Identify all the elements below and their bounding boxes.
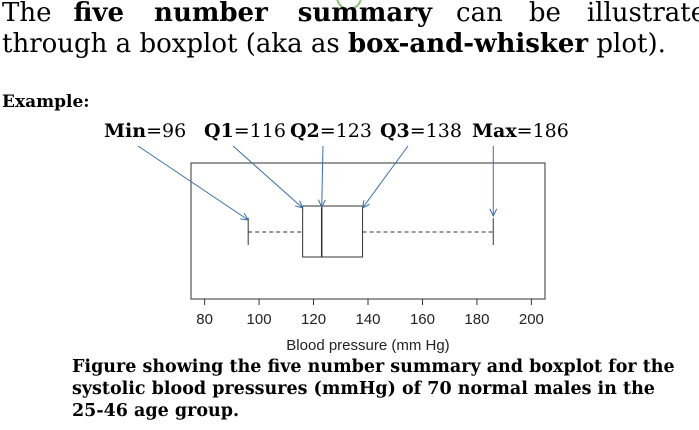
summary-value: 96	[162, 120, 187, 142]
figure-caption: Figure showing the five number summary a…	[72, 357, 675, 421]
five-number-summary-row: Min=96 Q1=116 Q2=123 Q3=138 Max=186	[0, 120, 699, 144]
intro-bold-word: five	[73, 0, 125, 28]
summary-name: Min	[104, 120, 147, 142]
summary-q1: Q1=116	[204, 120, 286, 142]
q2-arrow-head	[317, 199, 326, 209]
intro-word: can	[456, 0, 503, 28]
summary-name: Q2	[290, 120, 320, 142]
intro-bold-word: number	[154, 0, 268, 28]
x-tick-label: 160	[410, 311, 435, 328]
intro-bold-term: box-and-whisker	[348, 29, 589, 59]
min-arrow	[137, 145, 249, 221]
summary-min: Min=96	[104, 120, 186, 142]
summary-sep: =	[516, 120, 533, 142]
iqr-box	[302, 205, 364, 258]
x-tick-label: 120	[301, 311, 326, 328]
plot-frame	[190, 162, 546, 300]
x-axis-label: Blood pressure (mm Hg)	[286, 337, 449, 354]
intro-word: illustrated	[586, 0, 699, 28]
q1-arrow-head	[294, 200, 304, 209]
q2-arrow	[321, 145, 324, 208]
summary-sep: =	[146, 120, 162, 142]
x-tick-label: 200	[519, 311, 544, 328]
summary-sep: =	[319, 120, 336, 142]
intro-word: The	[2, 0, 52, 28]
summary-sep: =	[233, 120, 250, 142]
summary-name: Q1	[204, 120, 234, 142]
intro-text: through a boxplot (aka as	[2, 29, 348, 59]
summary-value: 116	[249, 120, 286, 142]
summary-sep: =	[409, 120, 426, 142]
intro-bold-word: summary	[297, 0, 433, 28]
x-tick-label: 80	[196, 311, 213, 328]
summary-value: 123	[335, 120, 372, 142]
summary-name: Q3	[380, 120, 410, 142]
max-arrow-head	[489, 208, 498, 218]
summary-max: Max=186	[472, 120, 569, 142]
example-label: Example:	[2, 92, 90, 112]
summary-value: 186	[532, 120, 569, 142]
summary-q2: Q2=123	[290, 120, 372, 142]
x-tick-label: 140	[355, 311, 380, 328]
x-tick-label: 100	[247, 311, 272, 328]
q1-arrow	[232, 145, 303, 209]
q3-arrow-head	[361, 200, 370, 209]
intro-line-2: through a boxplot (aka as box-and-whiske…	[2, 29, 666, 59]
intro-word: be	[528, 0, 561, 28]
summary-value: 138	[425, 120, 462, 142]
intro-text: plot).	[588, 29, 666, 59]
q3-arrow	[362, 145, 409, 209]
summary-name: Max	[472, 120, 517, 142]
x-tick-label: 180	[464, 311, 489, 328]
summary-q3: Q3=138	[380, 120, 462, 142]
min-arrow-head	[240, 212, 250, 221]
